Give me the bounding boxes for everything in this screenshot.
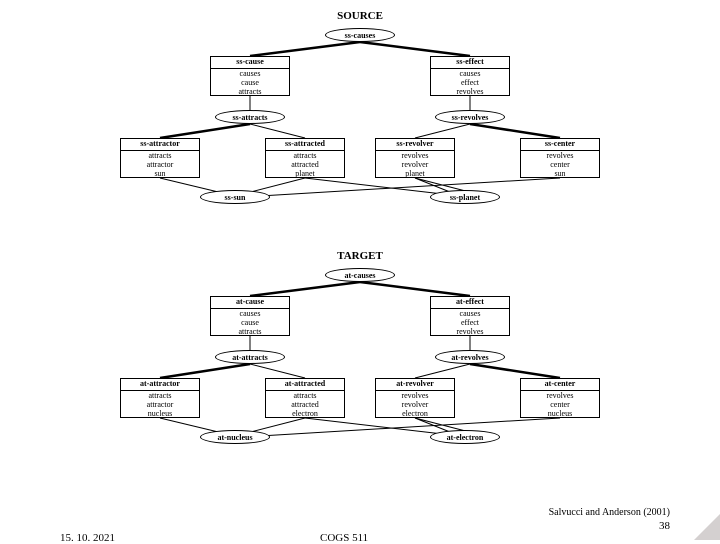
at-revolver-hdr: at-revolver (375, 378, 455, 391)
ss-planet-oval: ss-planet (430, 190, 500, 204)
ss-causes-oval: ss-causes (325, 28, 395, 42)
ss-attracted-fill: attractsattractedplanet (265, 150, 345, 178)
footer-page-number: 38 (659, 520, 670, 532)
at-revolves-oval: at-revolves (435, 350, 505, 364)
ss-cause-fill: causescauseattracts (210, 68, 290, 96)
at-effect-hdr: at-effect (430, 296, 510, 309)
source-title: SOURCE (330, 10, 390, 22)
at-cause-hdr: at-cause (210, 296, 290, 309)
ss-attracted-hdr: ss-attracted (265, 138, 345, 151)
at-attracted-hdr: at-attracted (265, 378, 345, 391)
at-nucleus-oval: at-nucleus (200, 430, 270, 444)
ss-effect-hdr: ss-effect (430, 56, 510, 69)
ss-revolver-hdr: ss-revolver (375, 138, 455, 151)
ss-attracts-oval: ss-attracts (215, 110, 285, 124)
ss-effect-fill: causeseffectrevolves (430, 68, 510, 96)
at-causes-oval: at-causes (325, 268, 395, 282)
at-attracts-oval: at-attracts (215, 350, 285, 364)
ss-cause-hdr: ss-cause (210, 56, 290, 69)
at-electron-oval: at-electron (430, 430, 500, 444)
ss-center-fill: revolvescentersun (520, 150, 600, 178)
diagram-area: SOURCE ss-causes ss-cause causescauseatt… (80, 10, 640, 500)
at-cause-fill: causescauseattracts (210, 308, 290, 336)
ss-center-hdr: ss-center (520, 138, 600, 151)
ss-revolves-oval: ss-revolves (435, 110, 505, 124)
page-corner-fold-icon (694, 514, 720, 540)
footer-date: 15. 10. 2021 (60, 532, 115, 544)
footer-course: COGS 511 (320, 532, 368, 544)
at-effect-fill: causeseffectrevolves (430, 308, 510, 336)
ss-sun-oval: ss-sun (200, 190, 270, 204)
ss-revolver-fill: revolvesrevolverplanet (375, 150, 455, 178)
ss-attractor-hdr: ss-attractor (120, 138, 200, 151)
at-attractor-fill: attractsattractornucleus (120, 390, 200, 418)
target-title: TARGET (330, 250, 390, 262)
at-center-hdr: at-center (520, 378, 600, 391)
at-center-fill: revolvescenternucleus (520, 390, 600, 418)
at-attracted-fill: attractsattractedelectron (265, 390, 345, 418)
footer-citation: Salvucci and Anderson (2001) (549, 507, 670, 518)
at-attractor-hdr: at-attractor (120, 378, 200, 391)
at-revolver-fill: revolvesrevolverelectron (375, 390, 455, 418)
ss-attractor-fill: attractsattractorsun (120, 150, 200, 178)
